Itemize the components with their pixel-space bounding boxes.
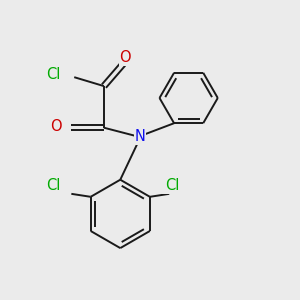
- Text: O: O: [51, 119, 62, 134]
- Bar: [43, 178, 64, 194]
- Text: Cl: Cl: [165, 178, 179, 193]
- Bar: [43, 66, 64, 82]
- Text: Cl: Cl: [46, 67, 61, 82]
- Bar: [162, 178, 183, 194]
- Text: N: N: [134, 129, 145, 144]
- Bar: [50, 118, 62, 134]
- Bar: [134, 128, 146, 145]
- Text: O: O: [119, 50, 130, 65]
- Text: Cl: Cl: [46, 178, 61, 193]
- Bar: [119, 50, 131, 66]
